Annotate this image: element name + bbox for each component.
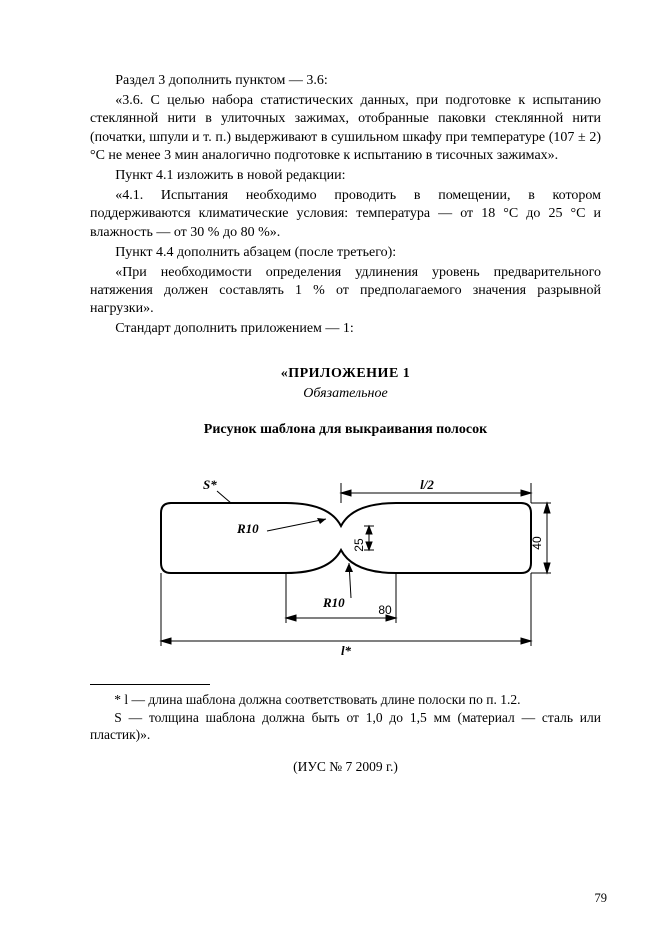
footnote: * l — длина шаблона должна соответствова…: [90, 691, 601, 709]
ius-ref: (ИУС № 7 2009 г.): [90, 758, 601, 776]
figure-container: S* l/2 R10 25: [90, 453, 601, 658]
paragraph: Раздел 3 дополнить пунктом — 3.6:: [90, 72, 601, 90]
footnote: S — толщина шаблона должна быть от 1,0 д…: [90, 709, 601, 744]
label-25: 25: [352, 538, 366, 552]
template-diagram: S* l/2 R10 25: [131, 453, 561, 658]
appendix-heading: «ПРИЛОЖЕНИЕ 1: [90, 365, 601, 383]
page-number: 79: [595, 891, 608, 906]
paragraph: «При необходимости определения удлинения…: [90, 264, 601, 319]
paragraph: «4.1. Испытания необходимо проводить в п…: [90, 187, 601, 242]
appendix-subheading: Обязательное: [90, 385, 601, 403]
label-40: 40: [530, 536, 544, 550]
label-s-star: S*: [203, 477, 217, 492]
label-r10-lower: R10: [322, 595, 345, 610]
paragraph: Стандарт дополнить приложением — 1:: [90, 320, 601, 338]
paragraph: «3.6. С целью набора статистических данн…: [90, 92, 601, 165]
label-l-half: l/2: [420, 477, 434, 492]
label-l-star: l*: [340, 643, 351, 658]
footnote-rule: [90, 684, 210, 685]
figure-title: Рисунок шаблона для выкраивания полосок: [90, 421, 601, 439]
paragraph: Пункт 4.1 изложить в новой редакции:: [90, 167, 601, 185]
document-page: Раздел 3 дополнить пунктом — 3.6: «3.6. …: [0, 0, 661, 805]
label-80: 80: [378, 603, 392, 617]
paragraph: Пункт 4.4 дополнить абзацем (после треть…: [90, 244, 601, 262]
label-r10-upper: R10: [236, 521, 259, 536]
